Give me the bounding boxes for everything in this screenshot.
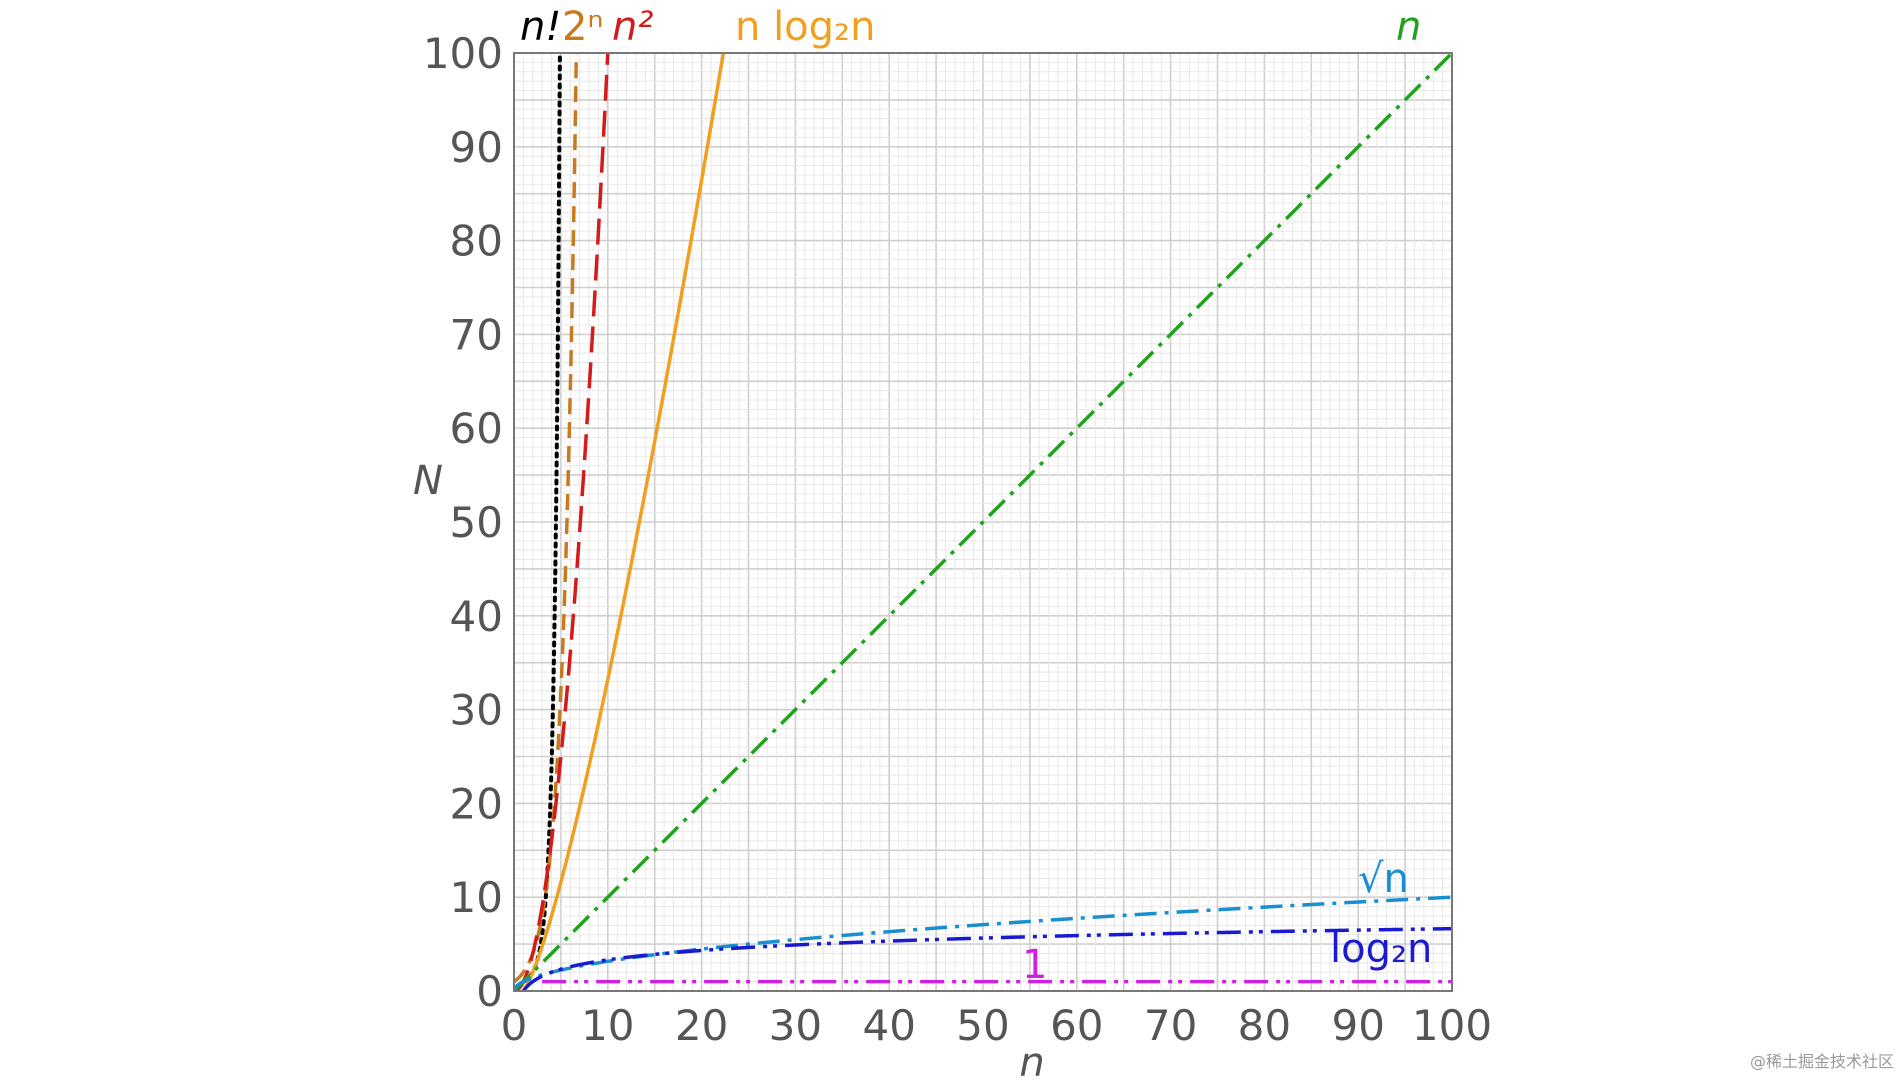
- x-tick-label: 20: [675, 1001, 728, 1050]
- y-tick-label: 0: [476, 967, 503, 1016]
- x-tick-label: 80: [1238, 1001, 1291, 1050]
- series-exp2: [514, 53, 579, 984]
- y-axis-label: N: [413, 458, 443, 504]
- y-tick-label: 50: [450, 498, 503, 547]
- x-axis-ticks: 0 10 20 30 40 50 60 70 80 90 100: [501, 1001, 1492, 1050]
- label-nlogn: n log₂n: [735, 4, 875, 50]
- y-tick-label: 80: [450, 217, 503, 266]
- watermark: @稀土掘金技术社区: [1749, 1052, 1894, 1071]
- x-tick-label: 30: [769, 1001, 822, 1050]
- label-exp2: 2ⁿ: [562, 4, 603, 50]
- series-sqrt: [514, 895, 1452, 991]
- series-linear: [514, 53, 1452, 991]
- series-square: [514, 53, 610, 991]
- label-factorial: n!: [520, 4, 561, 50]
- plot-frame: [513, 52, 1453, 992]
- label-log2: log₂n: [1330, 926, 1432, 972]
- x-tick-label: 70: [1144, 1001, 1197, 1050]
- y-tick-label: 90: [450, 123, 503, 172]
- x-tick-label: 100: [1412, 1001, 1492, 1050]
- x-tick-label: 40: [862, 1001, 915, 1050]
- label-const: 1: [1022, 942, 1047, 988]
- label-linear: n: [1396, 4, 1421, 50]
- y-axis-ticks: 0 10 20 30 40 50 60 70 80 90 100: [423, 29, 503, 1016]
- x-tick-label: 90: [1331, 1001, 1384, 1050]
- x-tick-label: 60: [1050, 1001, 1103, 1050]
- y-tick-label: 70: [450, 310, 503, 359]
- y-tick-label: 100: [423, 29, 503, 78]
- x-tick-label: 10: [581, 1001, 634, 1050]
- label-sqrt: √n: [1358, 856, 1409, 902]
- x-tick-label: 0: [501, 1001, 528, 1050]
- series-nlogn: [521, 53, 726, 991]
- x-tick-label: 50: [956, 1001, 1009, 1050]
- grid: [513, 52, 1453, 992]
- curves: [514, 53, 1452, 991]
- y-tick-label: 10: [450, 873, 503, 922]
- y-tick-label: 20: [450, 779, 503, 828]
- curve-labels: n! 2ⁿ n² n log₂n n √n log₂n 1: [520, 4, 1432, 988]
- series-log2: [521, 926, 1452, 991]
- x-axis-label: n: [1019, 1040, 1044, 1080]
- y-tick-label: 30: [450, 686, 503, 735]
- y-tick-label: 40: [450, 592, 503, 641]
- y-tick-label: 60: [450, 404, 503, 453]
- label-square: n²: [612, 4, 653, 50]
